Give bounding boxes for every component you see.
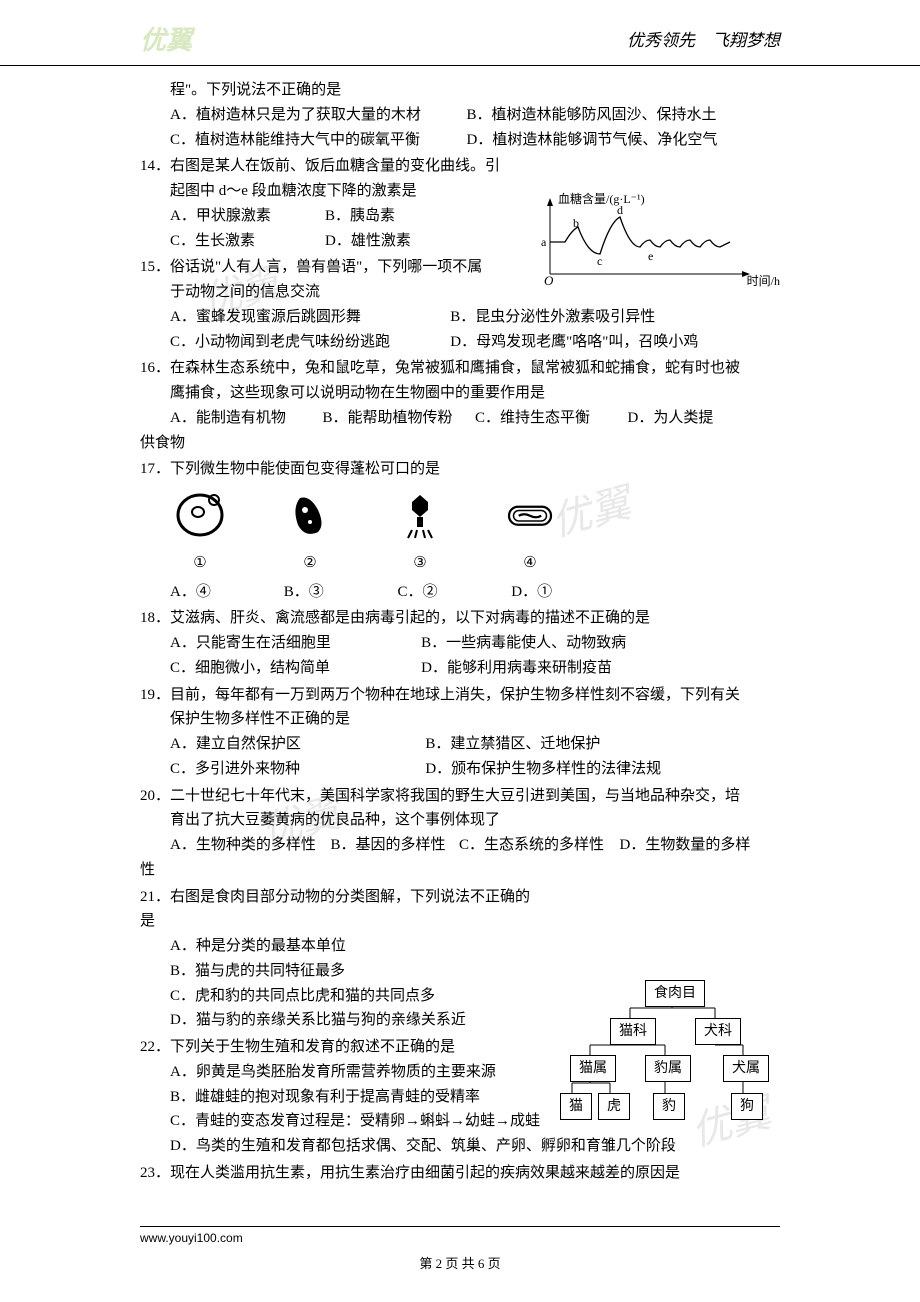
question-21: 21．右图是食肉目部分动物的分类图解，下列说法不正确的是 A．种是分类的最基本单…	[140, 885, 535, 1034]
q20-opt-d2: 性	[140, 858, 780, 883]
q23-text: 23．现在人类滥用抗生素，用抗生素治疗由细菌引起的疾病效果越来越差的原因是	[140, 1161, 780, 1186]
q14-opt-c: C．生长激素	[170, 229, 325, 254]
q14-opt-d: D．雄性激素	[325, 229, 480, 254]
q21-text: 21．右图是食肉目部分动物的分类图解，下列说法不正确的是	[140, 885, 535, 935]
question-17: 17．下列微生物中能使面包变得蓬松可口的是 ① ②	[140, 457, 780, 604]
q17-opt-c: C．②	[398, 580, 508, 605]
q18-opt-c: C．细胞微小，结构简单	[170, 656, 421, 681]
question-16: 16．在森林生态系统中，兔和鼠吃草，兔常被狐和鹰捕食，鼠常被狐和蛇捕食，蛇有时也…	[140, 356, 780, 455]
chart-point-c: c	[597, 254, 602, 268]
footer-url: www.youyi100.com	[140, 1231, 780, 1245]
q15-opt-b: B．昆虫分泌性外激素吸引异性	[450, 305, 780, 330]
q13-opt-c: C．植树造林能维持大气中的碳氧平衡	[170, 128, 463, 153]
q19-text2: 保护生物多样性不正确的是	[140, 707, 780, 732]
question-23: 23．现在人类滥用抗生素，用抗生素治疗由细菌引起的疾病效果越来越差的原因是	[140, 1161, 780, 1186]
taxonomy-tree: 食肉目	[550, 980, 780, 1125]
q19-text1: 19．目前，每年都有一万到两万个物种在地球上消失，保护生物多样性刻不容缓，下列有…	[140, 683, 780, 708]
logo: 优翼	[140, 20, 192, 57]
question-18: 18．艾滋病、肝炎、禽流感都是由病毒引起的，以下对病毒的描述不正确的是 A．只能…	[140, 606, 780, 680]
figure-3-label: ③	[390, 551, 450, 576]
q17-text: 17．下列微生物中能使面包变得蓬松可口的是	[140, 457, 780, 482]
q15-opt-d: D．母鸡发现老鹰"咯咯"叫，召唤小鸡	[450, 330, 780, 355]
q22-opt-d: D．鸟类的生殖和发育都包括求偶、交配、筑巢、产卵、孵卵和育雏几个阶段	[140, 1134, 780, 1159]
chart-point-a: a	[541, 235, 547, 249]
tree-genus2: 豹属	[645, 1055, 691, 1082]
q18-opt-b: B．一些病毒能使人、动物致病	[421, 631, 780, 656]
figure-2-label: ②	[280, 551, 340, 576]
tree-sp3: 豹	[653, 1093, 685, 1120]
q13-cont-text: 程"。下列说法不正确的是	[140, 78, 780, 103]
q20-opt-a: A．生物种类的多样性	[170, 833, 331, 858]
question-13-cont: 程"。下列说法不正确的是 A．植树造林只是为了获取大量的木材 B．植树造林能够防…	[140, 78, 780, 152]
q14-text2: 起图中 d～e 段血糖浓度下降的激素是	[140, 179, 510, 204]
q17-opt-a: A．④	[170, 580, 280, 605]
tree-family2: 犬科	[695, 1018, 741, 1045]
q13-opt-b: B．植树造林能够防风固沙、保持水土	[467, 103, 760, 128]
q18-opt-d: D．能够利用病毒来研制疫苗	[421, 656, 780, 681]
tree-sp2: 虎	[598, 1093, 630, 1120]
chart-point-d: d	[617, 203, 623, 217]
chart-svg: a b c d e O	[530, 192, 780, 287]
question-20: 20．二十世纪七十年代末，美国科学家将我国的野生大豆引进到美国，与当地品种杂交，…	[140, 784, 780, 883]
microorganism-figures: ① ② ③	[140, 482, 780, 580]
blood-sugar-chart: 血糖含量/(g·L⁻¹) 时间/h a b c d e O	[530, 192, 780, 287]
q13-opt-a: A．植树造林只是为了获取大量的木材	[170, 103, 463, 128]
q20-opt-c: C．生态系统的多样性	[459, 833, 620, 858]
q13-opt-d: D．植树造林能够调节气候、净化空气	[467, 128, 760, 153]
q20-opt-d: D．生物数量的多样	[619, 833, 780, 858]
figure-1-yeast	[170, 490, 230, 540]
tree-genus1: 猫属	[570, 1055, 616, 1082]
q21-opt-b: B．猫与虎的共同特征最多	[140, 959, 535, 984]
figure-3-bacteriophage	[390, 490, 450, 540]
chart-point-e: e	[648, 249, 653, 263]
q20-opt-b: B．基因的多样性	[331, 833, 459, 858]
content-area: 程"。下列说法不正确的是 A．植树造林只是为了获取大量的木材 B．植树造林能够防…	[0, 78, 920, 1186]
figure-1-label: ①	[170, 551, 230, 576]
q18-opt-a: A．只能寄生在活细胞里	[170, 631, 421, 656]
q14-text1: 14．右图是某人在饭前、饭后血糖含量的变化曲线。引	[140, 154, 510, 179]
q16-opt-a: A．能制造有机物	[170, 406, 323, 431]
q17-opt-b: B．③	[284, 580, 394, 605]
figure-4-label: ④	[500, 551, 560, 576]
q16-opt-d2: 供食物	[140, 431, 780, 456]
q16-text2: 鹰捕食，这些现象可以说明动物在生物圈中的重要作用是	[140, 381, 780, 406]
q16-opt-b: B．能帮助植物传粉	[323, 406, 476, 431]
q14-opt-b: B．胰岛素	[325, 204, 480, 229]
q17-opt-d: D．①	[511, 580, 621, 605]
q19-opt-c: C．多引进外来物种	[170, 757, 425, 782]
q21-opt-d: D．猫与豹的亲缘关系比猫与狗的亲缘关系近	[140, 1008, 535, 1033]
page-number: 第 2 页 共 6 页	[140, 1253, 780, 1272]
tree-sp4: 狗	[731, 1093, 763, 1120]
q20-text2: 育出了抗大豆萎黄病的优良品种，这个事例体现了	[140, 808, 780, 833]
q15-opt-a: A．蜜蜂发现蜜源后跳圆形舞	[170, 305, 450, 330]
q19-opt-a: A．建立自然保护区	[170, 732, 425, 757]
q19-opt-b: B．建立禁猎区、迁地保护	[425, 732, 780, 757]
tree-genus3: 犬属	[723, 1055, 769, 1082]
q16-opt-c: C．维持生态平衡	[475, 406, 628, 431]
page-header: 优翼 优秀领先 飞翔梦想	[0, 0, 920, 66]
tree-root: 食肉目	[645, 980, 705, 1007]
q19-opt-d: D．颁布保护生物多样性的法律法规	[425, 757, 780, 782]
tree-family1: 猫科	[610, 1018, 656, 1045]
q16-opt-d: D．为人类提	[628, 406, 781, 431]
q21-opt-c: C．虎和豹的共同点比虎和猫的共同点多	[140, 984, 535, 1009]
header-slogan: 优秀领先 飞翔梦想	[627, 26, 780, 51]
q18-text: 18．艾滋病、肝炎、禽流感都是由病毒引起的，以下对病毒的描述不正确的是	[140, 606, 780, 631]
question-19: 19．目前，每年都有一万到两万个物种在地球上消失，保护生物多样性刻不容缓，下列有…	[140, 683, 780, 782]
figure-2-paramecium	[280, 490, 340, 540]
q20-text1: 20．二十世纪七十年代末，美国科学家将我国的野生大豆引进到美国，与当地品种杂交，…	[140, 784, 780, 809]
figure-4-bacterium	[500, 490, 560, 540]
tree-sp1: 猫	[560, 1093, 592, 1120]
q15-opt-c: C．小动物闻到老虎气味纷纷逃跑	[170, 330, 450, 355]
q21-opt-a: A．种是分类的最基本单位	[140, 934, 535, 959]
q14-opt-a: A．甲状腺激素	[170, 204, 325, 229]
chart-origin: O	[544, 273, 554, 287]
q16-text1: 16．在森林生态系统中，兔和鼠吃草，兔常被狐和鹰捕食，鼠常被狐和蛇捕食，蛇有时也…	[140, 356, 780, 381]
chart-point-b: b	[573, 216, 579, 230]
page-footer: www.youyi100.com 第 2 页 共 6 页	[140, 1226, 780, 1272]
